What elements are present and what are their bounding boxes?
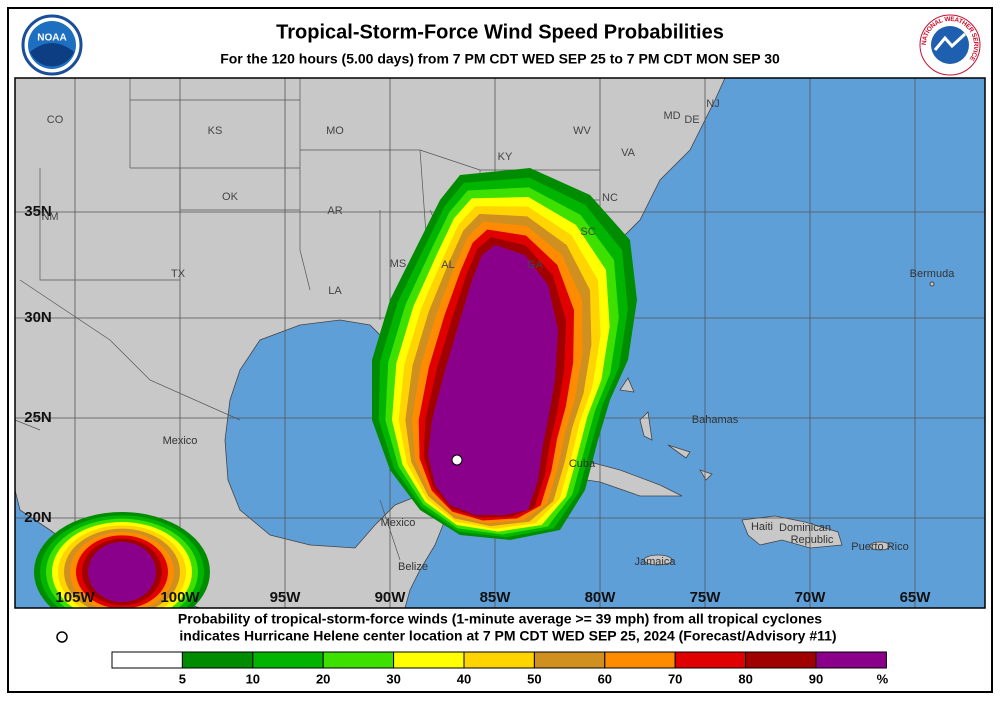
state-label: OK — [222, 191, 239, 203]
place-label: Bermuda — [910, 268, 956, 280]
place-label: Jamaica — [635, 556, 677, 568]
latitude-label: 30N — [24, 309, 52, 326]
bahamas — [619, 377, 713, 481]
state-label: MO — [326, 125, 344, 137]
place-label: Mexico — [163, 435, 198, 447]
probability-contours — [34, 168, 637, 608]
state-label: VA — [621, 147, 636, 159]
state-label: MD — [663, 110, 680, 122]
place-label: Haiti — [751, 521, 773, 533]
place-label: Puerto Rico — [851, 541, 908, 553]
legend-tick-label: 5 — [179, 671, 186, 686]
legend-swatch — [604, 651, 676, 669]
map-border — [14, 77, 986, 609]
latitude-label: 35N — [24, 203, 52, 220]
longitude-label: 80W — [585, 589, 617, 606]
footer-marker — [56, 631, 68, 643]
legend-swatch — [533, 651, 606, 669]
longitude-label: 100W — [160, 589, 200, 606]
state-label: TX — [171, 268, 186, 280]
state-label: NM — [41, 211, 58, 223]
legend-swatch — [322, 651, 395, 669]
state-label: NJ — [706, 98, 719, 110]
legend-tick-label: 80 — [738, 671, 752, 686]
state-label: KS — [208, 125, 223, 137]
legend-tick-label: 70 — [668, 671, 682, 686]
state-label: SC — [580, 226, 595, 238]
nws-logo: NATIONAL WEATHER SERVICE — [919, 14, 981, 76]
place-label: Bahamas — [692, 414, 739, 426]
state-label: KY — [498, 151, 513, 163]
state-label: LA — [328, 285, 342, 297]
longitude-label: 65W — [900, 589, 932, 606]
place-label: Mexico — [381, 517, 416, 529]
subtitle: For the 120 hours (5.00 days) from 7 PM … — [220, 51, 780, 67]
helene-center — [451, 454, 463, 466]
color-legend: 5 10 20 30 40 50 60 70 80 90% — [111, 651, 889, 686]
map-labels: 105W 100W 95W 90W 85W 80W 75W 70W 65W 35N 30N 25N 20… — [24, 98, 955, 606]
legend-swatch — [393, 651, 465, 669]
southwest-band — [88, 542, 156, 602]
state-label: NC — [602, 192, 618, 204]
legend-swatch — [745, 651, 817, 669]
state-label: WV — [573, 125, 591, 137]
longitude-label: 95W — [270, 589, 302, 606]
legend-swatch — [181, 651, 254, 669]
noaa-logo: NOAA — [21, 14, 83, 76]
legend-swatch — [463, 651, 535, 669]
state-label: DE — [684, 114, 699, 126]
map: 105W 100W 95W 90W 85W 80W 75W 70W 65W 35N 30N 25N 20… — [15, 78, 985, 608]
longitude-label: 85W — [480, 589, 512, 606]
noaa-text: NOAA — [37, 33, 66, 44]
legend-tick-label: 60 — [598, 671, 612, 686]
longitude-label: 90W — [375, 589, 407, 606]
state-label: AR — [327, 205, 342, 217]
state-label: AL — [441, 259, 454, 271]
place-label: Dominican — [779, 522, 831, 534]
place-label: Cuba — [569, 458, 596, 470]
legend-swatch — [252, 651, 324, 669]
state-label: CO — [47, 114, 64, 126]
longitude-label: 75W — [690, 589, 722, 606]
legend-tick-label: 30 — [386, 671, 400, 686]
state-label: MS — [390, 258, 407, 270]
jamaica — [643, 554, 673, 566]
longitude-label: 70W — [795, 589, 827, 606]
latitude-label: 25N — [24, 409, 52, 426]
state-label: GA — [527, 259, 544, 271]
legend-tick-label: 90 — [809, 671, 823, 686]
legend-tick-label: 20 — [316, 671, 330, 686]
hispaniola — [741, 515, 843, 549]
puerto-rico — [869, 541, 891, 551]
legend-tick-label: 40 — [457, 671, 471, 686]
title: Tropical-Storm-Force Wind Speed Probabil… — [276, 21, 724, 43]
longitude-label: 105W — [55, 589, 95, 606]
legend-swatch — [111, 651, 183, 669]
place-label: Republic — [791, 534, 834, 546]
legend-swatch — [674, 651, 747, 669]
footer-line2: indicates Hurricane Helene center locati… — [179, 628, 836, 644]
legend-swatch — [815, 651, 887, 669]
footer-line1: Probability of tropical-storm-force wind… — [178, 611, 822, 627]
latitude-label: 20N — [24, 509, 52, 526]
legend-tick-label: 50 — [527, 671, 541, 686]
bermuda — [929, 281, 935, 287]
legend-tick-label: 10 — [246, 671, 260, 686]
helene-band — [428, 245, 558, 515]
legend-unit: % — [877, 671, 889, 686]
place-label: Belize — [398, 561, 428, 573]
